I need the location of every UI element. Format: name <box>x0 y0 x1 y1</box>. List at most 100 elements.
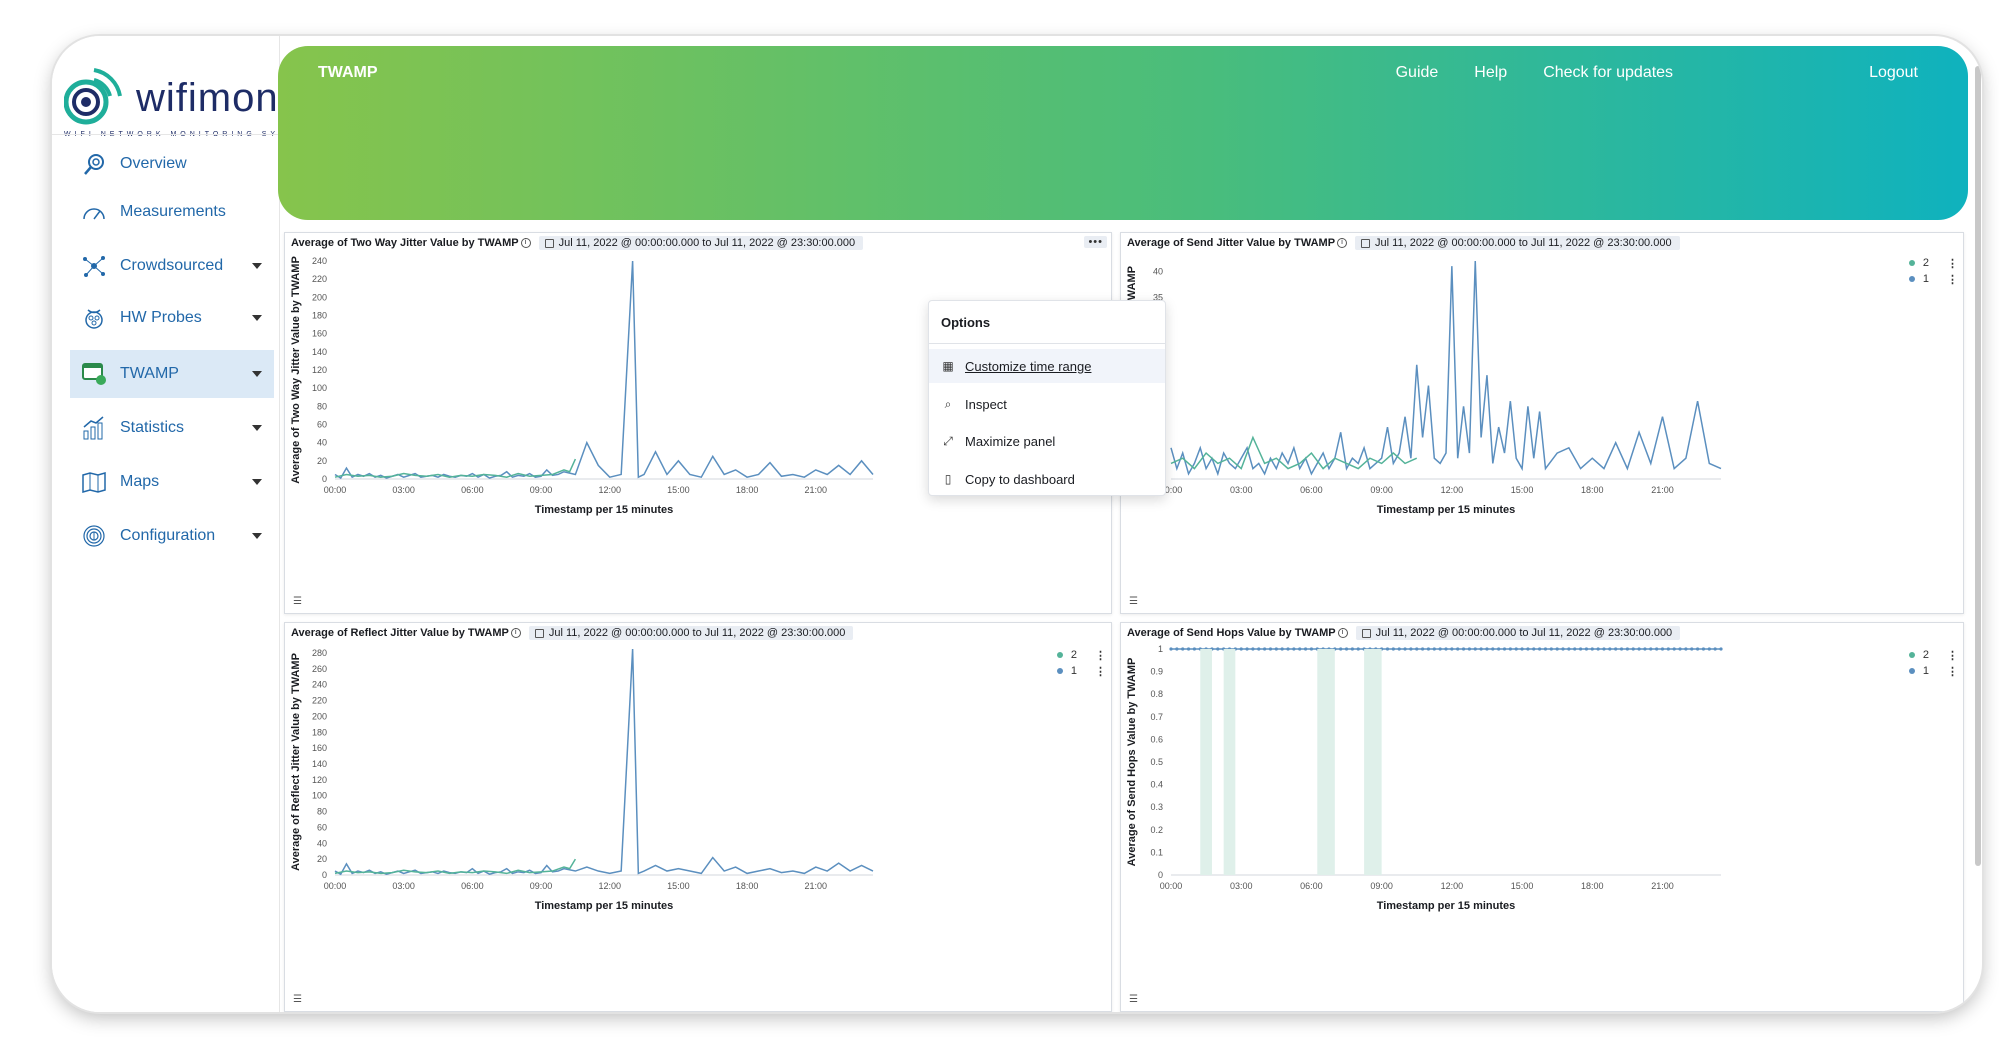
x-tick-label: 15:00 <box>667 485 690 495</box>
legend-label: 1 <box>1922 273 1929 285</box>
legend-toggle-icon[interactable]: ☰ <box>1129 994 1138 1005</box>
y-tick-label: 160 <box>312 329 327 339</box>
series-1-point <box>1637 647 1641 651</box>
legend-item[interactable]: 1 ⋮ <box>1056 663 1106 679</box>
kebab-icon[interactable]: ⋮ <box>1947 649 1958 662</box>
kebab-icon[interactable]: ⋮ <box>1095 665 1106 678</box>
legend-swatch <box>1056 668 1063 674</box>
y-tick-label: 100 <box>312 791 327 801</box>
guide-link[interactable]: Guide <box>1395 64 1439 81</box>
series-2-band <box>1200 649 1212 875</box>
legend-item[interactable]: 1 ⋮ <box>1908 271 1958 287</box>
sidebar-item-overview[interactable]: Overview <box>70 140 274 188</box>
reflect-jitter-panel: Average of Reflect Jitter Value by TWAMP… <box>284 622 1112 1012</box>
chevron-down-icon[interactable] <box>252 533 262 539</box>
legend-item[interactable]: 2 ⋮ <box>1908 255 1958 271</box>
time-range-badge[interactable]: Jul 11, 2022 @ 00:00:00.000 to Jul 11, 2… <box>528 626 854 640</box>
inspect-option[interactable]: ⌕ Inspect <box>929 387 1165 421</box>
maximize-panel-option[interactable]: ⤢ Maximize panel <box>929 424 1165 458</box>
info-icon[interactable]: i <box>1337 238 1348 248</box>
series-1-point <box>1339 647 1343 651</box>
chevron-down-icon[interactable] <box>252 315 262 321</box>
panel-options-button[interactable]: ••• <box>1084 236 1107 248</box>
x-tick-label: 00:00 <box>324 881 347 891</box>
x-tick-label: 06:00 <box>461 881 484 891</box>
series-2-band <box>1223 649 1236 875</box>
chevron-down-icon[interactable] <box>252 479 262 485</box>
options-menu-title: Options <box>941 315 991 330</box>
calendar-icon <box>1361 628 1371 638</box>
x-tick-label: 06:00 <box>1300 881 1323 891</box>
help-link[interactable]: Help <box>1474 64 1508 81</box>
legend-toggle-icon[interactable]: ☰ <box>1129 596 1138 607</box>
x-tick-label: 21:00 <box>1651 881 1674 891</box>
series-1-point <box>1701 647 1706 651</box>
series-1-point <box>1245 647 1249 651</box>
series-1-line <box>334 648 874 876</box>
legend-item[interactable]: 2 ⋮ <box>1908 647 1958 663</box>
network-icon <box>80 252 108 280</box>
legend-item[interactable]: 2 ⋮ <box>1056 647 1106 663</box>
time-range-badge[interactable]: Jul 11, 2022 @ 00:00:00.000 to Jul 11, 2… <box>538 236 864 250</box>
series-1-point <box>1666 647 1670 651</box>
kebab-icon[interactable]: ⋮ <box>1947 665 1958 678</box>
y-tick-label: 20 <box>317 854 327 864</box>
customize-time-range-option[interactable]: ▦ Customize time range <box>929 349 1165 383</box>
info-icon[interactable]: i <box>510 628 521 638</box>
series-1-point <box>1526 647 1530 651</box>
legend-item[interactable]: 1 ⋮ <box>1908 663 1958 679</box>
series-1-point <box>1473 647 1477 651</box>
y-tick-label: 0 <box>1158 870 1163 880</box>
series-1-point <box>1438 647 1442 651</box>
chart-legend: 2 ⋮ 1 ⋮ <box>1908 255 1958 287</box>
time-range-badge[interactable]: Jul 11, 2022 @ 00:00:00.000 to Jul 11, 2… <box>1355 236 1680 250</box>
document-icon: ▯ <box>944 472 952 486</box>
series-1-point <box>1608 647 1612 651</box>
logout-link[interactable]: Logout <box>1869 64 1918 81</box>
chevron-down-icon[interactable] <box>252 263 262 269</box>
y-tick-label: 220 <box>312 274 327 284</box>
sidebar-item-twamp[interactable]: TWAMP <box>70 350 274 398</box>
option-label: Maximize panel <box>965 433 1056 449</box>
sidebar-item-maps[interactable]: Maps <box>70 458 274 506</box>
sidebar-item-configuration[interactable]: Configuration <box>70 512 274 560</box>
sidebar-item-statistics[interactable]: Statistics <box>70 404 274 452</box>
send-hops-panel: Average of Send Hops Value by TWAMP i Ju… <box>1120 622 1964 1012</box>
y-tick-label: 0.9 <box>1150 667 1163 677</box>
sidebar-item-hw-probes[interactable]: HW Probes <box>70 294 274 342</box>
kebab-icon[interactable]: ⋮ <box>1947 257 1958 270</box>
series-1-point <box>1502 647 1507 651</box>
panel-title-text: Average of Send Jitter Value by TWAMP <box>1127 237 1336 249</box>
raspberry-icon <box>80 304 108 332</box>
scrollbar[interactable] <box>1974 66 1982 946</box>
y-tick-label: 120 <box>312 775 327 785</box>
legend-swatch <box>1908 260 1915 266</box>
y-tick-label: 120 <box>312 365 327 375</box>
map-icon <box>80 468 108 496</box>
legend-toggle-icon[interactable]: ☰ <box>293 596 302 607</box>
y-tick-label: 80 <box>317 807 327 817</box>
inspect-icon: ⌕ <box>944 396 952 411</box>
y-tick-label: 0.5 <box>1150 757 1163 767</box>
x-tick-label: 03:00 <box>392 881 415 891</box>
sidebar-item-crowdsourced[interactable]: Crowdsourced <box>70 242 274 290</box>
sidebar-item-label: Maps <box>120 473 160 490</box>
check-updates-link[interactable]: Check for updates <box>1543 64 1674 81</box>
info-icon[interactable]: i <box>520 238 531 248</box>
app-window: wifimon WIFI NETWORK MONITORING SYSTEM O… <box>52 36 1982 1012</box>
time-range-text: Jul 11, 2022 @ 00:00:00.000 to Jul 11, 2… <box>558 237 856 249</box>
series-1-point <box>1707 647 1711 651</box>
series-1-point <box>1444 647 1448 651</box>
legend-toggle-icon[interactable]: ☰ <box>293 994 302 1005</box>
info-icon[interactable]: i <box>1337 628 1348 638</box>
time-range-badge[interactable]: Jul 11, 2022 @ 00:00:00.000 to Jul 11, 2… <box>1355 626 1681 640</box>
legend-swatch <box>1908 276 1915 282</box>
wifimon-logo[interactable]: wifimon WIFI NETWORK MONITORING SYSTEM <box>64 56 311 138</box>
kebab-icon[interactable]: ⋮ <box>1947 273 1958 286</box>
sidebar-item-measurements[interactable]: Measurements <box>70 188 274 236</box>
chevron-down-icon[interactable] <box>252 371 262 377</box>
series-1-point <box>1543 647 1548 651</box>
kebab-icon[interactable]: ⋮ <box>1095 649 1106 662</box>
copy-to-dashboard-option[interactable]: ▯ Copy to dashboard <box>929 462 1165 496</box>
chevron-down-icon[interactable] <box>252 425 262 431</box>
